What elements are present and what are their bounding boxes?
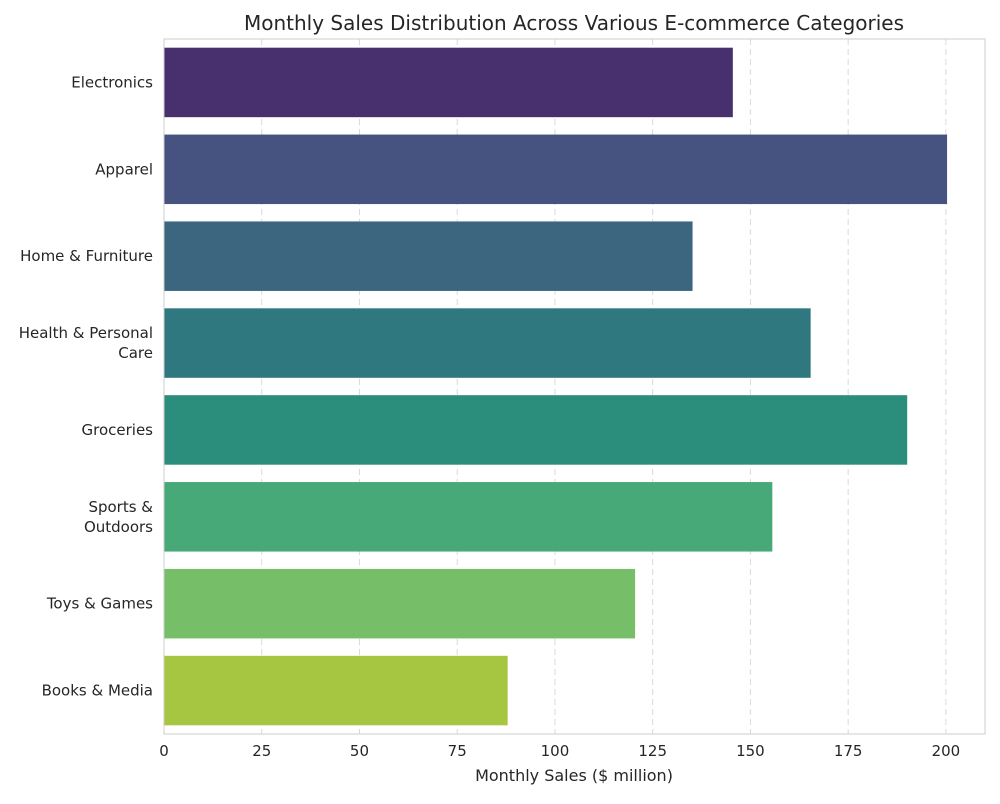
y-tick-label: Groceries [82, 421, 154, 439]
bars [164, 47, 948, 726]
y-tick-label-line: Groceries [82, 421, 154, 439]
y-tick-label-line: Home & Furniture [20, 247, 153, 265]
bar [164, 395, 908, 465]
y-tick-label: Sports & Outdoors [84, 498, 153, 536]
y-tick-label: Books & Media [42, 682, 153, 700]
bar [164, 134, 948, 205]
bar [164, 221, 693, 291]
plot-frame [163, 38, 986, 735]
y-tick-label: Electronics [71, 73, 153, 91]
y-tick-label: Home & Furniture [20, 247, 153, 265]
x-tick-label: 125 [638, 742, 667, 760]
bar [164, 47, 733, 118]
x-tick-label: 50 [350, 742, 369, 760]
y-tick-label-line: Outdoors [84, 518, 153, 536]
chart-title: Monthly Sales Distribution Across Variou… [244, 11, 904, 35]
x-tick-label: 25 [252, 742, 271, 760]
bar [164, 568, 636, 639]
y-tick-label-line: Toys & Games [46, 595, 153, 613]
y-tick-label: Health & Personal Care [19, 324, 153, 362]
y-tick-label-line: Books & Media [42, 682, 153, 700]
x-tick-label: 100 [541, 742, 570, 760]
bar [164, 655, 508, 726]
y-tick-label-line: Sports & [88, 498, 153, 516]
x-tick-label: 0 [159, 742, 169, 760]
bar [164, 308, 811, 378]
x-tick-label: 200 [932, 742, 961, 760]
x-axis-label: Monthly Sales ($ million) [475, 766, 673, 785]
x-tick-labels: 0 25 50 75 100 125 150 175 200 [159, 742, 960, 760]
y-tick-labels: Electronics Apparel Home & Furniture Health… [19, 73, 154, 699]
bar [164, 482, 773, 552]
y-tick-label-line: Electronics [71, 73, 153, 91]
y-tick-label: Toys & Games [46, 595, 153, 613]
x-tick-label: 175 [834, 742, 863, 760]
x-tick-label: 150 [736, 742, 765, 760]
y-tick-label-line: Care [118, 344, 153, 362]
y-tick-label-line: Health & Personal [19, 324, 153, 342]
x-tick-label: 75 [448, 742, 467, 760]
y-tick-label-line: Apparel [95, 160, 153, 178]
y-tick-label: Apparel [95, 160, 153, 178]
